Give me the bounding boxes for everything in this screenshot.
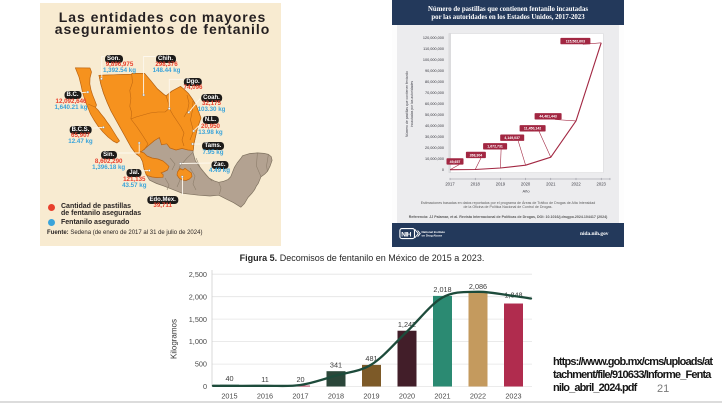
svg-text:30,000,000: 30,000,000 [425,135,444,139]
svg-text:80,000,000: 80,000,000 [425,80,444,84]
svg-text:NIH: NIH [401,231,412,238]
svg-text:50,000,000: 50,000,000 [425,113,444,117]
svg-text:2020: 2020 [399,392,415,401]
svg-text:40,000,000: 40,000,000 [425,124,444,128]
svg-text:2017: 2017 [292,392,308,401]
svg-text:11: 11 [261,375,269,384]
svg-text:2,086: 2,086 [469,282,487,291]
svg-text:2019: 2019 [363,392,379,401]
svg-text:Kilogramos: Kilogramos [170,319,179,359]
svg-text:0: 0 [203,382,207,391]
svg-text:90,000,000: 90,000,000 [425,69,444,73]
svg-text:National Institute: National Institute [422,230,446,234]
svg-text:2016: 2016 [257,392,273,401]
svg-text:1,672,731: 1,672,731 [487,145,503,149]
svg-text:2018: 2018 [328,392,344,401]
svg-text:4,149,037: 4,149,037 [504,136,520,140]
svg-text:2021: 2021 [546,182,556,187]
svg-text:10,000,000: 10,000,000 [425,157,444,161]
svg-text:2021: 2021 [434,392,450,401]
svg-text:2022: 2022 [571,182,581,187]
svg-text:20,000,000: 20,000,000 [425,146,444,150]
svg-text:1,000: 1,000 [189,337,207,346]
svg-text:incautadas por las autoridades: incautadas por las autoridades [410,81,414,127]
svg-text:120,000,000: 120,000,000 [423,36,444,40]
svg-text:1,242: 1,242 [398,320,416,329]
svg-text:1,500: 1,500 [189,315,207,324]
svg-text:44,461,443: 44,461,443 [539,115,557,119]
svg-text:60,000,000: 60,000,000 [425,102,444,106]
svg-text:Año: Año [522,189,530,194]
svg-text:2020: 2020 [521,182,531,187]
svg-text:2015: 2015 [221,392,237,401]
svg-text:2023: 2023 [505,392,521,401]
svg-text:40: 40 [225,374,233,383]
svg-text:20: 20 [296,375,304,384]
svg-text:2,000: 2,000 [189,292,207,301]
svg-text:2022: 2022 [470,392,486,401]
svg-text:Número de pastillas que contie: Número de pastillas que contienen fentan… [405,71,409,137]
svg-text:268,304: 268,304 [470,153,483,157]
svg-text:481: 481 [365,354,377,363]
svg-text:110,000,000: 110,000,000 [423,47,444,51]
svg-text:2017: 2017 [445,182,455,187]
svg-text:341: 341 [330,360,342,369]
svg-text:49,657: 49,657 [450,160,461,164]
svg-text:2,500: 2,500 [189,270,207,279]
svg-text:2023: 2023 [597,182,607,187]
svg-text:2,018: 2,018 [433,285,451,294]
svg-text:500: 500 [195,360,207,369]
svg-text:2018: 2018 [471,182,481,187]
svg-text:2019: 2019 [496,182,506,187]
svg-text:0: 0 [442,168,444,172]
svg-text:115,562,603: 115,562,603 [566,40,585,44]
svg-text:100,000,000: 100,000,000 [423,58,444,62]
svg-text:11,450,142: 11,450,142 [524,127,541,131]
svg-text:on Drug Abuse: on Drug Abuse [422,234,443,238]
svg-text:70,000,000: 70,000,000 [425,91,444,95]
